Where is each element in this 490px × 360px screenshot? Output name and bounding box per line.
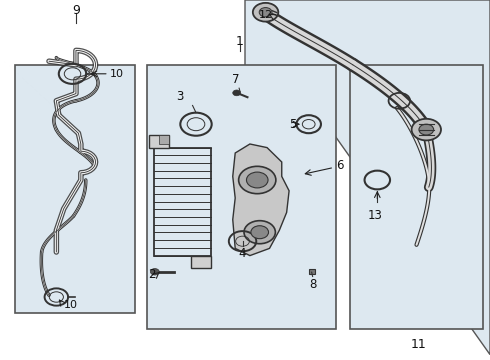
Circle shape: [259, 8, 272, 17]
Text: 7: 7: [232, 73, 240, 86]
Circle shape: [233, 90, 241, 96]
Text: 6: 6: [336, 159, 343, 172]
Text: 11: 11: [411, 338, 427, 351]
Bar: [15, 65, 135, 313]
Bar: [147, 65, 336, 329]
Bar: [149, 135, 169, 148]
Text: 10: 10: [110, 69, 124, 79]
Circle shape: [150, 269, 159, 275]
Text: 13: 13: [368, 209, 382, 222]
Text: 9: 9: [72, 4, 80, 17]
Text: 5: 5: [289, 118, 296, 131]
Text: 10: 10: [64, 300, 78, 310]
Text: 8: 8: [309, 278, 317, 291]
Bar: [154, 148, 211, 256]
Bar: [191, 256, 211, 268]
Bar: [309, 269, 315, 274]
Circle shape: [419, 124, 434, 135]
Polygon shape: [233, 144, 289, 256]
Circle shape: [244, 221, 275, 244]
Circle shape: [412, 119, 441, 140]
Text: 12: 12: [259, 10, 273, 21]
Text: 3: 3: [176, 90, 184, 103]
Circle shape: [239, 166, 276, 194]
Polygon shape: [245, 0, 490, 355]
Bar: [350, 65, 483, 329]
Bar: [159, 135, 169, 144]
Circle shape: [253, 3, 278, 22]
Text: 1: 1: [236, 35, 244, 48]
Text: 2: 2: [148, 268, 156, 281]
Text: 4: 4: [239, 247, 246, 260]
Circle shape: [251, 226, 269, 239]
Circle shape: [246, 172, 268, 188]
